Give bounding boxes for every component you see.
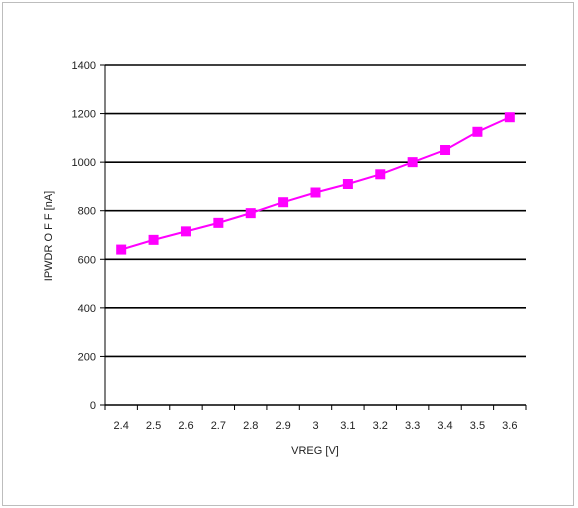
data-point bbox=[245, 208, 256, 219]
x-tick-label: 2.8 bbox=[243, 420, 258, 432]
data-point bbox=[180, 226, 191, 237]
data-point bbox=[472, 126, 483, 137]
data-point bbox=[342, 179, 353, 189]
y-tick-label: 600 bbox=[78, 254, 96, 266]
data-point bbox=[213, 217, 224, 228]
x-tick-label: 3.1 bbox=[340, 420, 355, 432]
series-group bbox=[116, 112, 515, 255]
y-tick-label: 0 bbox=[90, 400, 96, 412]
y-tick-label: 800 bbox=[78, 206, 96, 218]
y-tick-label: 1400 bbox=[72, 60, 96, 72]
x-axis-title: VREG [V] bbox=[291, 445, 339, 457]
x-tick-label: 2.7 bbox=[211, 420, 226, 432]
x-tick-label: 3.5 bbox=[470, 420, 485, 432]
x-tick-label: 2.5 bbox=[146, 420, 161, 432]
data-point bbox=[278, 197, 289, 208]
x-tick-label: 3.4 bbox=[437, 420, 452, 432]
x-tick-label: 2.4 bbox=[114, 420, 129, 432]
y-axis-title: IPWDR O F F [nA] bbox=[43, 191, 55, 281]
data-point bbox=[407, 157, 418, 168]
x-tick-label: 3.2 bbox=[373, 420, 388, 432]
x-tick-label: 3.3 bbox=[405, 420, 420, 432]
y-tick-label: 200 bbox=[78, 351, 96, 363]
data-point bbox=[440, 145, 451, 155]
axes bbox=[100, 64, 527, 410]
gridlines bbox=[105, 64, 526, 358]
y-tick-label: 1200 bbox=[72, 109, 96, 121]
data-point bbox=[504, 112, 515, 123]
x-tick-labels: 2.4 2.5 2.6 2.7 2.8 2.9 3 3.1 3.2 3.3 3.4 3.5 3.6 bbox=[114, 420, 518, 432]
series-line bbox=[120, 116, 511, 251]
x-tick-label: 2.6 bbox=[178, 420, 193, 432]
data-point bbox=[310, 187, 321, 198]
y-tick-label: 1000 bbox=[72, 157, 96, 169]
x-tick-label: 3 bbox=[312, 420, 318, 432]
y-tick-label: 400 bbox=[78, 303, 96, 315]
x-tick-label: 3.6 bbox=[502, 420, 517, 432]
y-tick-labels: 0 200 400 600 800 1000 1200 1400 bbox=[72, 60, 96, 412]
data-point bbox=[375, 169, 386, 180]
data-point bbox=[148, 234, 159, 245]
data-point bbox=[116, 244, 127, 255]
x-tick-label: 2.9 bbox=[275, 420, 290, 432]
